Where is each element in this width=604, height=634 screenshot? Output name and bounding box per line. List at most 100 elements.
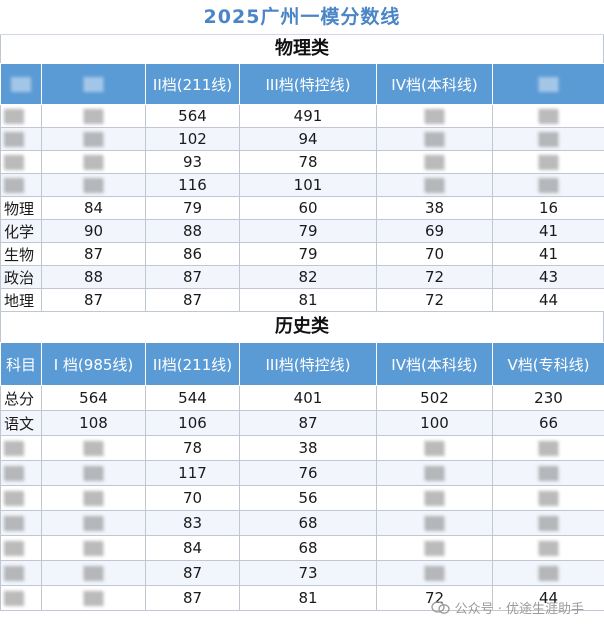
score-cell: 502 [376, 385, 493, 411]
score-cell: 116 [145, 173, 240, 197]
table-row: ▒▒ ▒▒ 564 491 ▒▒ ▒▒ [0, 104, 604, 128]
history-header-2: II档(211线) [145, 342, 240, 386]
subject-cell: ▒▒ [0, 173, 42, 197]
score-cell: 70 [376, 242, 493, 266]
score-cell: ▒▒ [376, 173, 493, 197]
score-cell: ▒▒ [41, 485, 146, 511]
table-row: ▒▒ ▒▒ 84 68 ▒▒ ▒▒ [0, 535, 604, 561]
blurred-text: ▒▒ [538, 78, 559, 93]
score-cell: 38 [239, 435, 377, 461]
score-cell: 564 [145, 104, 240, 128]
score-cell: ▒▒ [41, 435, 146, 461]
table-row: 政治 88 87 82 72 43 [0, 265, 604, 289]
table-row: ▒▒ ▒▒ 117 76 ▒▒ ▒▒ [0, 460, 604, 486]
table-row: 总分 564 544 401 502 230 [0, 385, 604, 411]
subject-cell: 地理 [0, 288, 42, 312]
subject-cell: ▒▒ [0, 104, 42, 128]
score-cell: ▒▒ [492, 104, 604, 128]
blurred-text: ▒▒ [83, 78, 104, 93]
score-cell: 68 [239, 510, 377, 536]
score-cell: 88 [41, 265, 146, 289]
score-cell: ▒▒ [41, 585, 146, 611]
score-cell: 56 [239, 485, 377, 511]
score-cell: ▒▒ [376, 104, 493, 128]
score-cell: 79 [239, 242, 377, 266]
score-cell: 87 [145, 288, 240, 312]
score-cell: ▒▒ [492, 460, 604, 486]
subject-cell: 物理 [0, 196, 42, 220]
blurred-text: ▒▒ [538, 110, 559, 125]
blurred-text: ▒▒ [538, 467, 559, 482]
score-cell: 84 [41, 196, 146, 220]
blurred-text: ▒▒ [83, 517, 104, 532]
table-row: ▒▒ ▒▒ 116 101 ▒▒ ▒▒ [0, 173, 604, 197]
score-cell: ▒▒ [376, 485, 493, 511]
score-cell: 73 [239, 560, 377, 586]
blurred-text: ▒▒ [424, 156, 445, 171]
blurred-text: ▒▒ [4, 542, 24, 557]
blurred-text: ▒▒ [11, 78, 31, 93]
score-cell: 93 [145, 150, 240, 174]
blurred-text: ▒▒ [4, 110, 24, 125]
score-cell: 68 [239, 535, 377, 561]
score-cell: 87 [145, 265, 240, 289]
score-cell: 117 [145, 460, 240, 486]
score-cell: ▒▒ [41, 173, 146, 197]
score-cell: 87 [41, 242, 146, 266]
score-cell: 70 [145, 485, 240, 511]
score-cell: ▒▒ [376, 127, 493, 151]
physics-header-2: II档(211线) [145, 63, 240, 105]
subject-cell: 语文 [0, 410, 42, 436]
score-cell: ▒▒ [41, 150, 146, 174]
blurred-text: ▒▒ [424, 133, 445, 148]
score-cell: ▒▒ [492, 560, 604, 586]
blurred-text: ▒▒ [4, 592, 24, 607]
physics-table: ▒▒ ▒▒ II档(211线) III档(特控线) IV档(本科线) ▒▒ ▒▒ ▒▒ 564… [0, 63, 604, 312]
subject-cell: ▒▒ [0, 560, 42, 586]
score-cell: ▒▒ [41, 560, 146, 586]
score-cell: 87 [239, 410, 377, 436]
score-cell: 78 [145, 435, 240, 461]
score-cell: 87 [145, 560, 240, 586]
blurred-text: ▒▒ [83, 179, 104, 194]
score-cell: 84 [145, 535, 240, 561]
table-row: 生物 87 86 79 70 41 [0, 242, 604, 266]
watermark-text: 公众号 · 优途生涯助手 [454, 602, 584, 617]
score-cell: 87 [41, 288, 146, 312]
blurred-text: ▒▒ [538, 517, 559, 532]
blurred-text: ▒▒ [424, 442, 445, 457]
subject-cell: ▒▒ [0, 510, 42, 536]
score-cell: 78 [239, 150, 377, 174]
blurred-text: ▒▒ [4, 567, 24, 582]
subject-cell: ▒▒ [0, 585, 42, 611]
score-cell: 16 [492, 196, 604, 220]
score-cell: ▒▒ [492, 127, 604, 151]
blurred-text: ▒▒ [83, 442, 104, 457]
blurred-text: ▒▒ [424, 492, 445, 507]
table-row: ▒▒ ▒▒ 102 94 ▒▒ ▒▒ [0, 127, 604, 151]
blurred-text: ▒▒ [4, 517, 24, 532]
blurred-text: ▒▒ [83, 542, 104, 557]
score-cell: ▒▒ [492, 535, 604, 561]
subject-cell: ▒▒ [0, 127, 42, 151]
history-header-3: III档(特控线) [239, 342, 377, 386]
score-cell: 44 [492, 288, 604, 312]
score-cell: ▒▒ [492, 435, 604, 461]
physics-header-0: ▒▒ [0, 63, 42, 105]
score-cell: 87 [145, 585, 240, 611]
score-cell: ▒▒ [41, 127, 146, 151]
blurred-text: ▒▒ [538, 179, 559, 194]
score-cell: ▒▒ [41, 104, 146, 128]
score-cell: ▒▒ [376, 150, 493, 174]
physics-section-title: 物理类 [0, 35, 604, 63]
blurred-text: ▒▒ [424, 179, 445, 194]
history-header-4: IV档(本科线) [376, 342, 493, 386]
history-table: 科目 I 档(985线) II档(211线) III档(特控线) IV档(本科线) V档(… [0, 342, 604, 611]
score-cell: ▒▒ [41, 460, 146, 486]
subject-cell: ▒▒ [0, 435, 42, 461]
blurred-text: ▒▒ [4, 442, 24, 457]
blurred-text: ▒▒ [538, 542, 559, 557]
blurred-text: ▒▒ [83, 492, 104, 507]
subject-cell: ▒▒ [0, 460, 42, 486]
